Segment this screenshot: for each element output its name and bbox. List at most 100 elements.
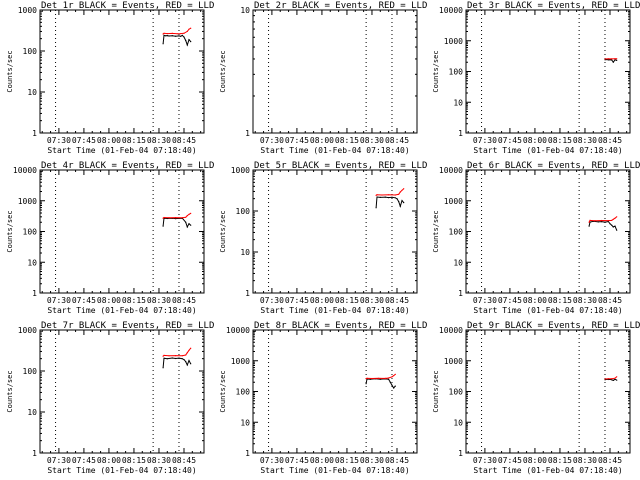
- y-tick-label: 10000: [439, 166, 463, 175]
- x-tick-label: 07:45: [285, 136, 309, 145]
- data-point-events: [171, 35, 173, 37]
- data-point-events: [185, 221, 187, 223]
- data-point-events: [162, 43, 164, 45]
- x-tick-label: 08:45: [598, 456, 622, 465]
- series-line-events: [162, 34, 192, 47]
- data-point-events: [166, 217, 168, 220]
- data-point-lld: [403, 188, 405, 190]
- data-point-events: [190, 224, 192, 226]
- y-tick-label: 1: [458, 129, 463, 138]
- x-tick-label: 08:45: [172, 456, 196, 465]
- data-point-lld: [162, 33, 164, 35]
- y-axis-title: Counts/sec: [432, 50, 440, 92]
- data-point-events: [183, 36, 185, 38]
- data-point-lld: [186, 352, 188, 354]
- data-point-events: [183, 359, 185, 361]
- y-tick-label: 1: [458, 449, 463, 458]
- data-point-lld: [611, 378, 613, 380]
- data-point-events: [612, 379, 614, 381]
- data-point-lld: [163, 32, 165, 34]
- x-tick-label: 08:45: [598, 136, 622, 145]
- data-point-events: [399, 205, 401, 207]
- panel-det-6r: Det 6r BLACK = Events, RED = LLD 1 10 100 10…: [432, 161, 640, 315]
- y-axis-title: Counts/sec: [219, 370, 227, 412]
- data-point-events: [186, 364, 188, 366]
- panel-title: Det 8r BLACK = Events, RED = LLD: [254, 321, 427, 331]
- x-tick-label: 08:30: [573, 456, 597, 465]
- data-point-events: [607, 220, 609, 223]
- x-tick-label: 08:00: [310, 296, 334, 305]
- plot-frame: [39, 9, 205, 134]
- series-line-lld: [162, 212, 191, 219]
- data-point-events: [186, 44, 188, 46]
- data-point-lld: [616, 376, 618, 378]
- x-axis-title: Start Time (01-Feb-04 07:18:40): [473, 466, 622, 475]
- data-point-lld: [612, 218, 614, 220]
- x-tick-label: 08:15: [548, 296, 572, 305]
- y-tick-label: 1000: [444, 37, 463, 46]
- data-point-lld: [162, 355, 164, 357]
- x-tick-label: 08:15: [122, 296, 146, 305]
- data-point-events: [601, 221, 603, 223]
- panel-det-9r: Det 9r BLACK = Events, RED = LLD 1 10 100 10…: [432, 321, 640, 475]
- x-tick-label: 08:30: [147, 296, 171, 305]
- data-point-lld: [175, 355, 177, 357]
- x-tick-label: 08:15: [335, 136, 359, 145]
- data-point-events: [611, 224, 613, 226]
- x-tick-label: 08:15: [335, 456, 359, 465]
- data-point-events: [163, 357, 165, 359]
- data-point-lld: [188, 349, 190, 351]
- y-tick-label: 1: [32, 449, 37, 458]
- x-axis-title: Start Time (01-Feb-04 07:18:40): [47, 306, 196, 315]
- y-tick-label: 1: [245, 449, 250, 458]
- data-point-lld: [384, 377, 386, 379]
- y-tick-label: 1: [458, 289, 463, 298]
- panel-title: Det 2r BLACK = Events, RED = LLD: [254, 1, 427, 11]
- data-point-events: [168, 35, 170, 37]
- x-tick-label: 08:45: [598, 296, 622, 305]
- data-point-events: [403, 202, 405, 204]
- x-tick-label: 08:00: [97, 296, 121, 305]
- data-point-lld: [604, 378, 606, 380]
- x-tick-label: 08:45: [385, 296, 409, 305]
- y-tick-label: 10: [453, 98, 463, 107]
- y-tick-label: 10: [453, 258, 463, 267]
- x-axis-title: Start Time (01-Feb-04 07:18:40): [473, 306, 622, 315]
- data-point-lld: [365, 378, 367, 380]
- x-tick-label: 08:45: [172, 136, 196, 145]
- data-point-events: [612, 226, 614, 228]
- panel-det-5r: Det 5r BLACK = Events, RED = LLD 1 10 100 10…: [219, 161, 427, 315]
- panel-title: Det 3r BLACK = Events, RED = LLD: [467, 1, 640, 11]
- y-tick-label: 10: [240, 418, 250, 427]
- data-point-events: [190, 363, 192, 365]
- data-point-events: [163, 34, 165, 37]
- x-tick-label: 07:45: [72, 456, 96, 465]
- data-point-lld: [185, 216, 187, 218]
- data-point-events: [375, 207, 377, 209]
- x-tick-label: 07:30: [260, 456, 284, 465]
- data-point-events: [388, 197, 390, 199]
- plot-frame: [252, 9, 418, 134]
- data-point-lld: [375, 194, 377, 196]
- y-tick-label: 10: [240, 248, 250, 257]
- series-line-lld: [375, 188, 405, 196]
- y-axis-title: Counts/sec: [432, 370, 440, 412]
- x-axis-title: Start Time (01-Feb-04 07:18:40): [47, 466, 196, 475]
- panel-title: Det 4r BLACK = Events, RED = LLD: [41, 161, 214, 171]
- y-axis-title: Counts/sec: [219, 50, 227, 92]
- y-tick-label: 100: [449, 388, 464, 397]
- data-point-lld: [166, 33, 168, 35]
- data-point-events: [171, 357, 173, 359]
- x-axis-title: Start Time (01-Feb-04 07:18:40): [260, 466, 409, 475]
- x-tick-label: 07:45: [285, 456, 309, 465]
- data-point-lld: [394, 373, 396, 375]
- x-tick-label: 07:30: [260, 136, 284, 145]
- data-point-events: [398, 201, 400, 203]
- plot-frame: [39, 329, 205, 454]
- panel-title: Det 6r BLACK = Events, RED = LLD: [467, 161, 640, 171]
- data-point-events: [162, 367, 164, 369]
- data-point-events: [396, 198, 398, 200]
- data-point-events: [609, 59, 611, 61]
- data-point-events: [175, 35, 177, 37]
- data-point-lld: [378, 377, 380, 379]
